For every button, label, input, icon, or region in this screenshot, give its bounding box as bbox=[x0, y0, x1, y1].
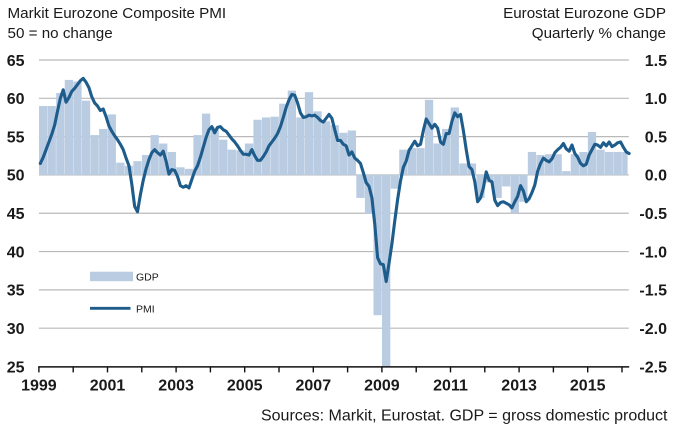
svg-text:50: 50 bbox=[7, 168, 25, 185]
svg-text:0.0: 0.0 bbox=[645, 168, 667, 185]
svg-text:55: 55 bbox=[7, 129, 25, 146]
svg-text:30: 30 bbox=[7, 321, 25, 338]
svg-text:-1.5: -1.5 bbox=[639, 283, 667, 300]
svg-text:45: 45 bbox=[7, 206, 25, 223]
svg-text:GDP: GDP bbox=[136, 272, 159, 284]
svg-text:-1.0: -1.0 bbox=[639, 244, 667, 261]
svg-text:1.5: 1.5 bbox=[645, 53, 667, 70]
svg-text:2013: 2013 bbox=[501, 378, 537, 395]
svg-text:35: 35 bbox=[7, 283, 25, 300]
svg-text:25: 25 bbox=[7, 359, 25, 376]
svg-text:-0.5: -0.5 bbox=[639, 206, 667, 223]
svg-text:Sources: Markit, Eurostat. GDP: Sources: Markit, Eurostat. GDP = gross d… bbox=[261, 408, 668, 425]
svg-text:-2.0: -2.0 bbox=[639, 321, 667, 338]
svg-text:Markit Eurozone Composite PMI: Markit Eurozone Composite PMI bbox=[8, 5, 227, 22]
svg-text:2015: 2015 bbox=[570, 378, 606, 395]
svg-text:Quarterly % change: Quarterly % change bbox=[532, 25, 666, 42]
svg-text:1999: 1999 bbox=[21, 378, 57, 395]
svg-text:2003: 2003 bbox=[158, 378, 194, 395]
svg-text:PMI: PMI bbox=[136, 304, 155, 316]
svg-text:2009: 2009 bbox=[364, 378, 400, 395]
svg-text:65: 65 bbox=[7, 53, 25, 70]
svg-text:0.5: 0.5 bbox=[645, 129, 667, 146]
svg-text:50 = no change: 50 = no change bbox=[8, 25, 113, 42]
svg-text:2001: 2001 bbox=[90, 378, 126, 395]
svg-text:2011: 2011 bbox=[433, 378, 468, 395]
svg-text:Eurostat Eurozone GDP: Eurostat Eurozone GDP bbox=[503, 5, 666, 22]
svg-text:-2.5: -2.5 bbox=[639, 359, 667, 376]
svg-text:60: 60 bbox=[7, 91, 25, 108]
svg-text:1.0: 1.0 bbox=[645, 91, 667, 108]
svg-text:2007: 2007 bbox=[296, 378, 332, 395]
svg-text:2005: 2005 bbox=[227, 378, 263, 395]
svg-text:40: 40 bbox=[7, 244, 25, 261]
